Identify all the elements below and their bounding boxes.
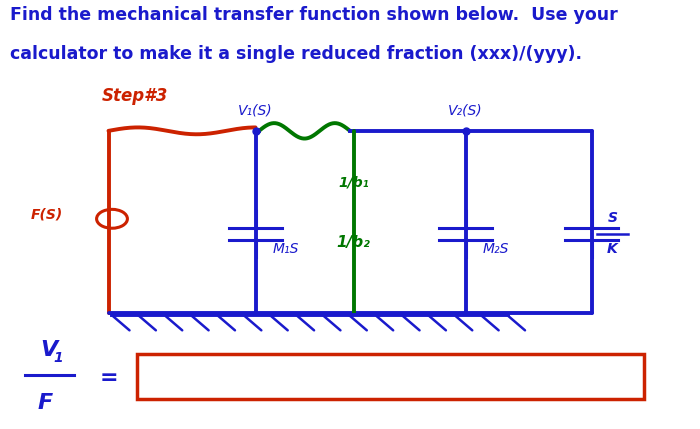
- Text: =: =: [99, 368, 118, 387]
- Text: 1/b₂: 1/b₂: [337, 235, 370, 250]
- Text: M₁S: M₁S: [273, 242, 300, 256]
- Text: 1/b₁: 1/b₁: [338, 175, 369, 189]
- Text: 1: 1: [53, 350, 63, 365]
- Text: S: S: [608, 211, 617, 225]
- Text: V₂(S): V₂(S): [448, 104, 483, 118]
- Text: calculator to make it a single reduced fraction (xxx)/(yyy).: calculator to make it a single reduced f…: [10, 45, 582, 63]
- Text: F: F: [38, 393, 53, 413]
- Text: K: K: [607, 242, 618, 257]
- Text: M₂S: M₂S: [483, 242, 510, 256]
- Text: Find the mechanical transfer function shown below.  Use your: Find the mechanical transfer function sh…: [10, 6, 618, 24]
- Text: Step#3: Step#3: [102, 87, 168, 105]
- FancyBboxPatch shape: [136, 354, 644, 399]
- Text: F(S): F(S): [31, 208, 63, 221]
- Text: V₁(S): V₁(S): [238, 104, 273, 118]
- Text: V: V: [41, 340, 57, 360]
